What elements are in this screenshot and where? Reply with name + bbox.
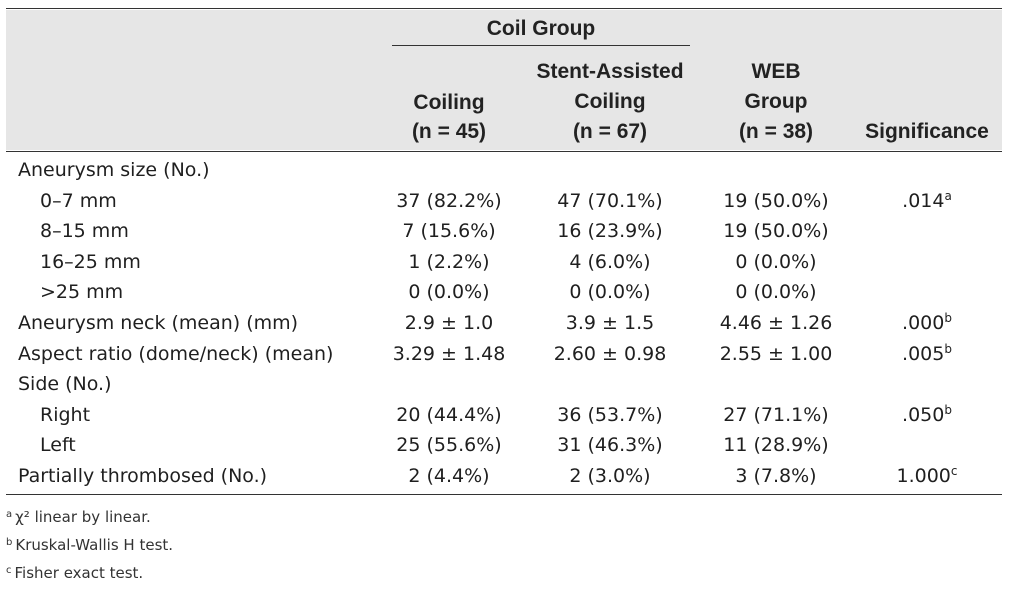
cell-web: 27 (71.1%) xyxy=(723,403,829,426)
cell-significance: .014a xyxy=(872,186,982,216)
header-bottom-rule xyxy=(6,151,1002,152)
cell-web: 4.46 ± 1.26 xyxy=(719,312,833,334)
coil-group-header: Coil Group xyxy=(486,17,596,40)
row-label: Left xyxy=(40,434,76,457)
footnote-text: Kruskal-Wallis H test. xyxy=(15,536,174,554)
cell-web: 3 (7.8%) xyxy=(735,465,817,487)
cell-web: 11 (28.9%) xyxy=(723,434,829,457)
cell-coiling: 25 (55.6%) xyxy=(396,434,502,457)
web-label-line2: Group xyxy=(744,90,808,113)
footnote-marker: a xyxy=(944,188,952,203)
footnote: a χ² linear by linear. xyxy=(6,506,151,528)
table-row: Aneurysm neck (mean) (mm) 2.9 ± 1.0 3.9 ± … xyxy=(0,308,1014,338)
coiling-n: (n = 45) xyxy=(411,120,487,143)
cell-coiling: 2.9 ± 1.0 xyxy=(404,312,494,334)
footnote-text: Fisher exact test. xyxy=(14,564,144,582)
web-label-line1: WEB xyxy=(751,60,801,83)
table-row: Side (No.) xyxy=(0,369,1014,399)
cell-stent-assisted: 2 (3.0%) xyxy=(569,465,651,487)
cell-significance: 1.000c xyxy=(872,461,982,491)
table-row: Aspect ratio (dome/neck) (mean) 3.29 ± 1.… xyxy=(0,339,1014,369)
cell-web: 19 (50.0%) xyxy=(723,189,829,212)
stent-assisted-label-line2: Coiling xyxy=(574,90,646,113)
stent-assisted-n: (n = 67) xyxy=(572,120,648,143)
cell-significance: .000b xyxy=(872,308,982,338)
row-label: 0–7 mm xyxy=(40,189,117,212)
significance-value: .050 xyxy=(902,403,945,426)
coil-group-rule xyxy=(392,45,690,46)
cell-significance: .050b xyxy=(872,400,982,430)
significance-value: 1.000 xyxy=(896,465,951,487)
table-row: >25 mm 0 (0.0%) 0 (0.0%) 0 (0.0%) xyxy=(0,277,1014,307)
row-label: Aspect ratio (dome/neck) (mean) xyxy=(18,342,334,365)
stent-assisted-label-line1: Stent-Assisted xyxy=(536,60,684,83)
footnote-mark: b xyxy=(6,537,13,548)
footnote-marker: b xyxy=(944,311,952,325)
footnote-mark: a xyxy=(6,509,13,520)
cell-web: 0 (0.0%) xyxy=(735,250,817,273)
significance-value: .005 xyxy=(902,342,945,365)
row-label: Side (No.) xyxy=(18,373,112,396)
table-row: Left 25 (55.6%) 31 (46.3%) 11 (28.9%) xyxy=(0,430,1014,460)
web-n: (n = 38) xyxy=(738,120,814,143)
cell-stent-assisted: 0 (0.0%) xyxy=(569,281,651,304)
row-label: Partially thrombosed (No.) xyxy=(18,465,268,487)
cell-web: 19 (50.0%) xyxy=(723,220,829,243)
table-header-background xyxy=(6,10,1002,150)
cell-coiling: 3.29 ± 1.48 xyxy=(392,342,506,365)
footnote: b Kruskal-Wallis H test. xyxy=(6,534,173,556)
significance-value: .014 xyxy=(902,189,945,212)
cell-stent-assisted: 31 (46.3%) xyxy=(557,434,663,457)
row-label: 16–25 mm xyxy=(40,250,141,273)
table-row: 16–25 mm 1 (2.2%) 4 (6.0%) 0 (0.0%) xyxy=(0,247,1014,277)
row-label: >25 mm xyxy=(40,281,124,304)
cell-web: 2.55 ± 1.00 xyxy=(719,342,833,365)
cell-web: 0 (0.0%) xyxy=(735,281,817,304)
cell-stent-assisted: 4 (6.0%) xyxy=(569,250,651,273)
table-row: 0–7 mm 37 (82.2%) 47 (70.1%) 19 (50.0%) .014… xyxy=(0,186,1014,216)
cell-stent-assisted: 3.9 ± 1.5 xyxy=(565,312,655,334)
cell-coiling: 37 (82.2%) xyxy=(396,189,502,212)
column-header-significance: Significance xyxy=(865,120,989,143)
cell-coiling: 7 (15.6%) xyxy=(402,220,496,243)
table-top-rule xyxy=(6,8,1002,9)
cell-coiling: 2 (4.4%) xyxy=(408,465,490,487)
table-bottom-rule xyxy=(6,494,1002,495)
row-label: Aneurysm neck (mean) (mm) xyxy=(18,312,299,334)
coiling-label: Coiling xyxy=(413,91,485,114)
cell-stent-assisted: 16 (23.9%) xyxy=(557,220,663,243)
table-row: Partially thrombosed (No.) 2 (4.4%) 2 (3.0… xyxy=(0,461,1014,491)
row-label: Aneurysm size (No.) xyxy=(18,159,210,181)
cell-stent-assisted: 2.60 ± 0.98 xyxy=(553,342,667,365)
cell-stent-assisted: 47 (70.1%) xyxy=(557,189,663,212)
cell-stent-assisted: 36 (53.7%) xyxy=(557,403,663,426)
row-label: Right xyxy=(40,403,91,426)
table-row: Right 20 (44.4%) 36 (53.7%) 27 (71.1%) .050b xyxy=(0,400,1014,430)
row-label: 8–15 mm xyxy=(40,220,129,243)
cell-coiling: 1 (2.2%) xyxy=(408,250,490,273)
footnote-marker: b xyxy=(944,341,952,356)
table-row: 8–15 mm 7 (15.6%) 16 (23.9%) 19 (50.0%) xyxy=(0,216,1014,246)
footnote-text: χ² linear by linear. xyxy=(15,508,151,526)
table-row: Aneurysm size (No.) xyxy=(0,155,1014,185)
footnote-marker: b xyxy=(944,402,952,417)
footnote-marker: c xyxy=(950,464,958,478)
significance-value: .000 xyxy=(902,312,945,334)
cell-coiling: 0 (0.0%) xyxy=(408,281,490,304)
cell-coiling: 20 (44.4%) xyxy=(396,403,502,426)
footnote: c Fisher exact test. xyxy=(6,562,143,584)
footnote-mark: c xyxy=(6,565,12,576)
cell-significance: .005b xyxy=(872,339,982,369)
